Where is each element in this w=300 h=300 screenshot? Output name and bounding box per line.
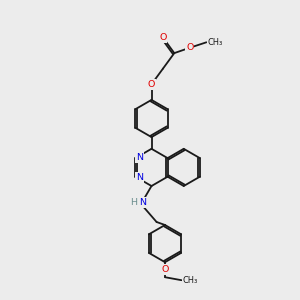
Text: O: O [161, 265, 169, 274]
Text: N: N [136, 173, 143, 182]
Text: H: H [130, 198, 137, 207]
Text: O: O [159, 33, 167, 42]
Text: N: N [136, 153, 143, 162]
Text: CH₃: CH₃ [208, 38, 223, 47]
Text: CH₃: CH₃ [183, 276, 198, 285]
Text: N: N [140, 198, 147, 207]
Text: O: O [148, 80, 155, 89]
Text: O: O [186, 43, 194, 52]
